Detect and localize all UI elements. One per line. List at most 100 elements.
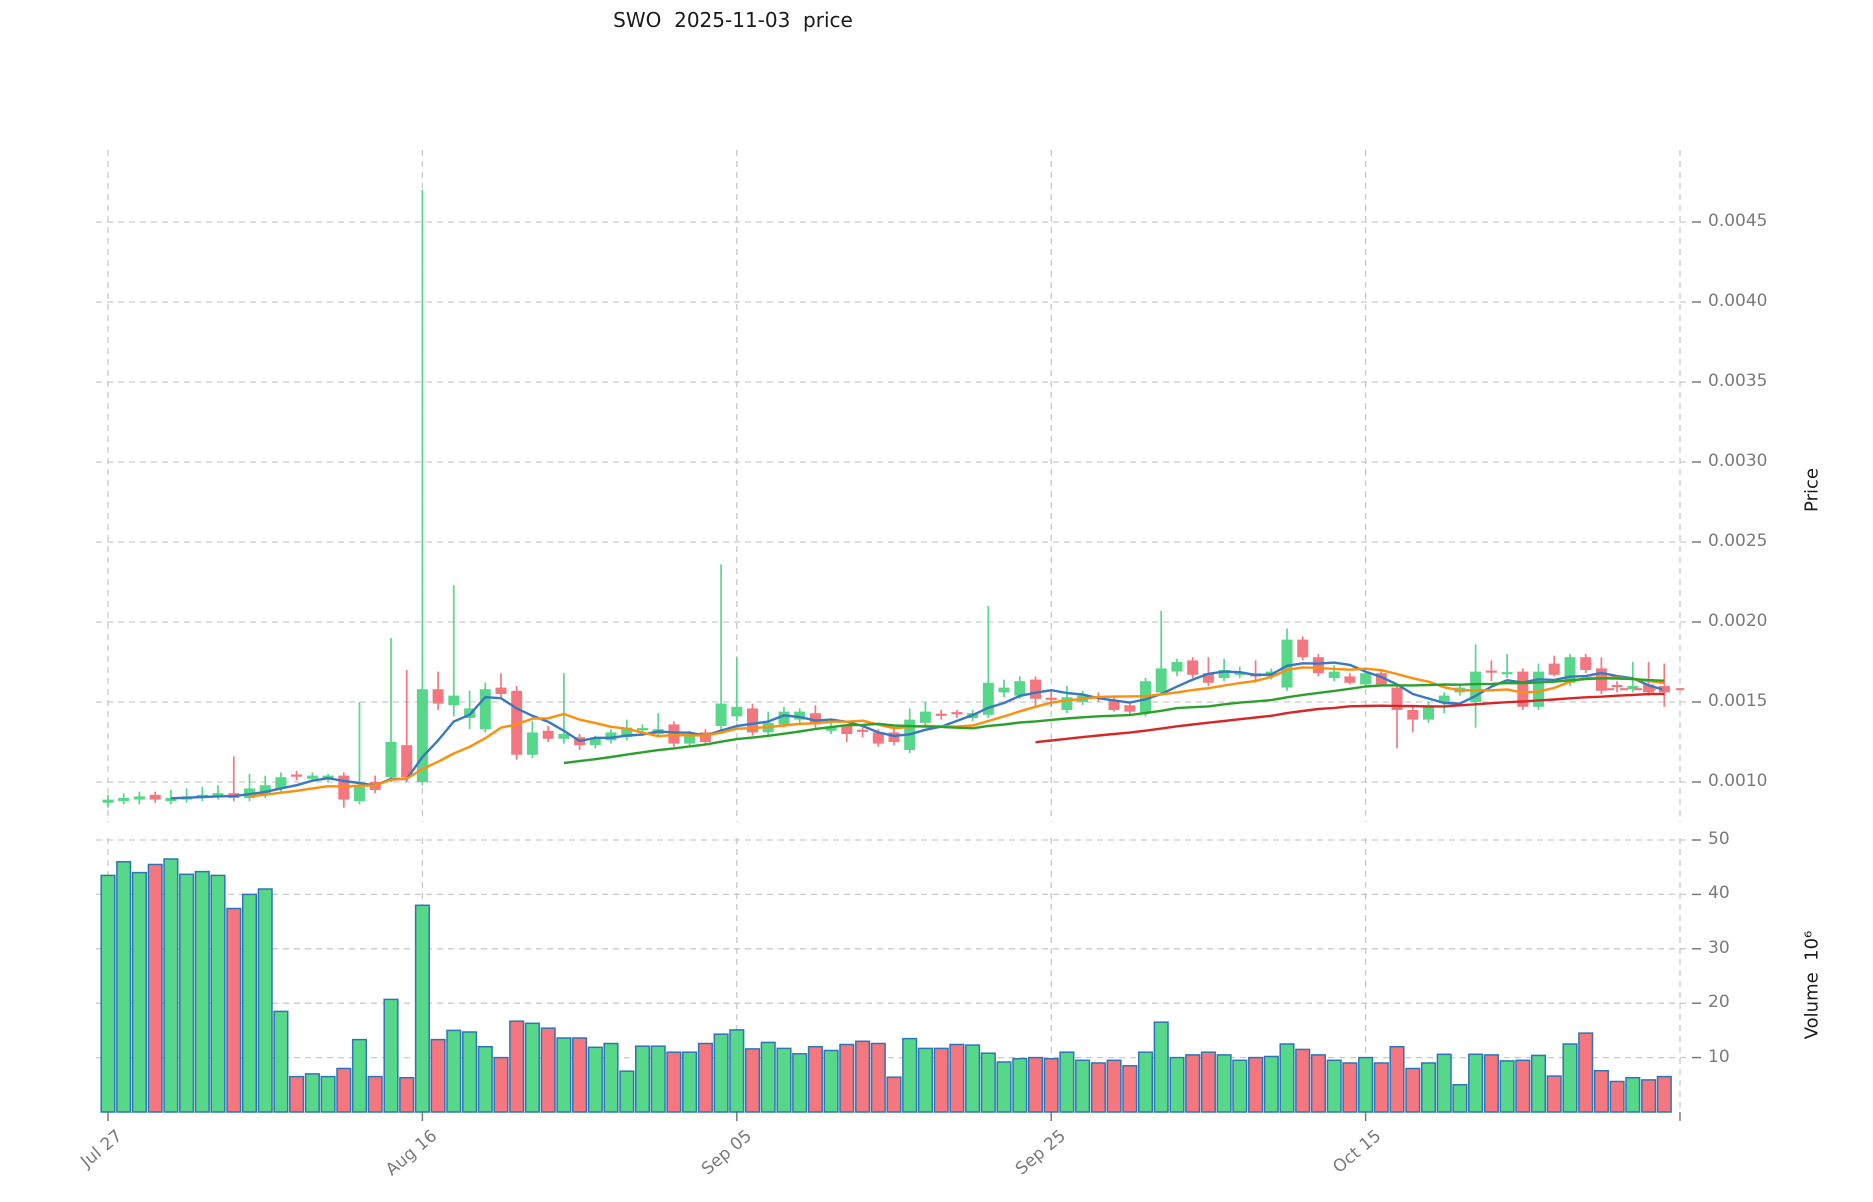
volume-bar [949,1043,965,1113]
candle-body [1344,676,1356,683]
volume-bar [1499,1060,1515,1113]
candle-body [1124,705,1136,712]
volume-bar [980,1052,996,1113]
candle-body [1423,705,1434,720]
candle-body [605,732,617,741]
volume-bar [1483,1054,1499,1113]
volume-bar [1232,1059,1248,1113]
volume-bar [572,1037,588,1113]
candle-body [558,734,570,739]
candle-body [526,732,538,755]
volume-bar [870,1042,886,1113]
volume-bar [1546,1075,1562,1113]
volume-bar [744,1048,761,1113]
volume-bar [1059,1051,1075,1113]
candle-body [1155,668,1167,693]
volume-bar [603,1042,619,1113]
volume-bar [524,1022,540,1113]
volume-bar [823,1049,839,1113]
volume-bar [1106,1059,1122,1113]
candle-body [354,786,365,802]
volume-bar [1248,1056,1264,1113]
volume-tick-label: 20 [1708,992,1730,1012]
volume-bar [1326,1059,1342,1113]
chart-title: SWO 2025-11-03 price [613,8,853,32]
candle-body [133,796,145,800]
volume-tick-label: 10 [1708,1047,1730,1067]
volume-bar [179,873,195,1113]
volume-bar [839,1043,855,1113]
candle-body [416,689,428,782]
candle-body [621,727,633,738]
volume-bar [462,1031,478,1113]
volume-bar [1137,1051,1154,1113]
candle-body [951,712,963,715]
candle-body [888,732,900,742]
candle-body [1187,660,1199,675]
volume-bar [996,1061,1012,1113]
candle-body [794,711,806,720]
volume-bar [1578,1032,1594,1113]
candle-body [1407,710,1419,720]
price-tick-label: 0.0045 [1708,211,1768,231]
volume-bar [807,1045,823,1113]
volume-bar [1263,1055,1279,1113]
candle-body [1108,700,1120,710]
volume-bar [163,858,179,1113]
volume-bar [210,874,226,1113]
volume-bar [1185,1054,1201,1113]
price-tick-label: 0.0020 [1708,611,1768,631]
candle-body [1611,684,1623,688]
candle-body [919,711,931,723]
candle-body [1202,673,1214,683]
candle-body [715,703,727,726]
volume-bar [241,893,258,1113]
candle-body [1061,697,1073,710]
candle-body [1470,671,1482,702]
volume-bar [1027,1056,1044,1113]
volume-bar [1295,1048,1311,1113]
price-tick-label: 0.0030 [1708,451,1768,471]
volume-bar [917,1047,933,1113]
volume-bar [540,1027,556,1113]
volume-tick-label: 30 [1708,938,1730,958]
candle-body [778,711,790,725]
volume-bar [1530,1054,1547,1113]
candle-body [1297,639,1309,658]
candle-body [1281,639,1293,688]
volume-bar [351,1038,368,1113]
volume-bar [1373,1062,1389,1113]
price-tick-label: 0.0035 [1708,371,1768,391]
volume-bar [792,1053,808,1113]
candle-body [1171,662,1183,672]
volume-bar [131,871,147,1113]
volume-tick-label: 50 [1708,829,1730,849]
volume-bar [729,1029,745,1113]
volume-axis-label: Volume 10⁶ [1801,930,1823,1040]
candle-body [1218,670,1230,678]
volume-bar [226,907,242,1113]
candle-body [1312,657,1324,674]
candle-body [1548,663,1560,675]
volume-bar [1279,1043,1295,1113]
candle-body [1580,657,1592,670]
candle-body [448,695,460,706]
candle-body [385,742,397,778]
candle-body [1564,657,1576,683]
candle-body [589,738,601,746]
candle-body [872,732,884,744]
candle-body [1014,681,1026,696]
volume-bar [682,1051,698,1113]
volume-bar [509,1020,525,1113]
candle-body [1517,671,1529,707]
volume-bar [477,1045,493,1113]
candle-body [699,732,711,742]
volume-bar [697,1042,713,1113]
candle-body [935,713,947,716]
volume-bar [1452,1084,1468,1113]
ma-line-sma60 [1035,692,1665,744]
volume-bar [902,1037,918,1113]
candle-body [1485,670,1497,673]
